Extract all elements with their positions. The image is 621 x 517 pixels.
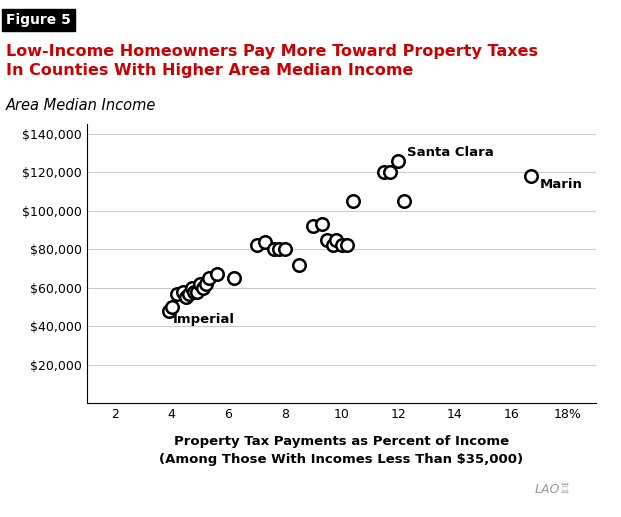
Point (181, 293, 191, 301)
Text: Imperial: Imperial (173, 313, 235, 326)
Point (187, 284, 197, 292)
Point (260, 237, 270, 246)
Point (379, 168, 389, 176)
Point (198, 284, 208, 292)
Point (328, 241, 338, 250)
Point (337, 241, 347, 250)
X-axis label: Property Tax Payments as Percent of Income
(Among Those With Incomes Less Than $: Property Tax Payments as Percent of Inco… (160, 435, 524, 466)
Point (229, 274, 239, 282)
Point (269, 245, 279, 253)
Point (173, 290, 183, 298)
Point (195, 280, 205, 288)
Point (252, 241, 261, 250)
Point (317, 220, 327, 229)
Point (399, 197, 409, 205)
Point (193, 287, 202, 296)
Point (201, 280, 211, 288)
Point (308, 222, 318, 230)
Text: LAO♖: LAO♖ (535, 483, 571, 496)
Point (189, 287, 199, 296)
Point (167, 303, 177, 311)
Text: Low-Income Homeowners Pay More Toward Property Taxes
In Counties With Higher Are: Low-Income Homeowners Pay More Toward Pr… (6, 44, 538, 78)
Text: Santa Clara: Santa Clara (407, 146, 493, 159)
Point (204, 274, 214, 282)
Point (178, 287, 188, 296)
Point (212, 270, 222, 278)
Point (280, 245, 290, 253)
Point (164, 307, 174, 315)
Point (526, 172, 536, 180)
Point (331, 235, 341, 244)
Point (294, 261, 304, 269)
Point (384, 168, 394, 176)
Point (348, 197, 358, 205)
Point (274, 245, 284, 253)
Text: Figure 5: Figure 5 (6, 13, 71, 27)
Point (342, 241, 352, 250)
Point (184, 290, 194, 298)
Text: Marin: Marin (540, 178, 582, 191)
Point (322, 235, 332, 244)
Point (393, 157, 403, 165)
Text: Area Median Income: Area Median Income (6, 98, 156, 113)
